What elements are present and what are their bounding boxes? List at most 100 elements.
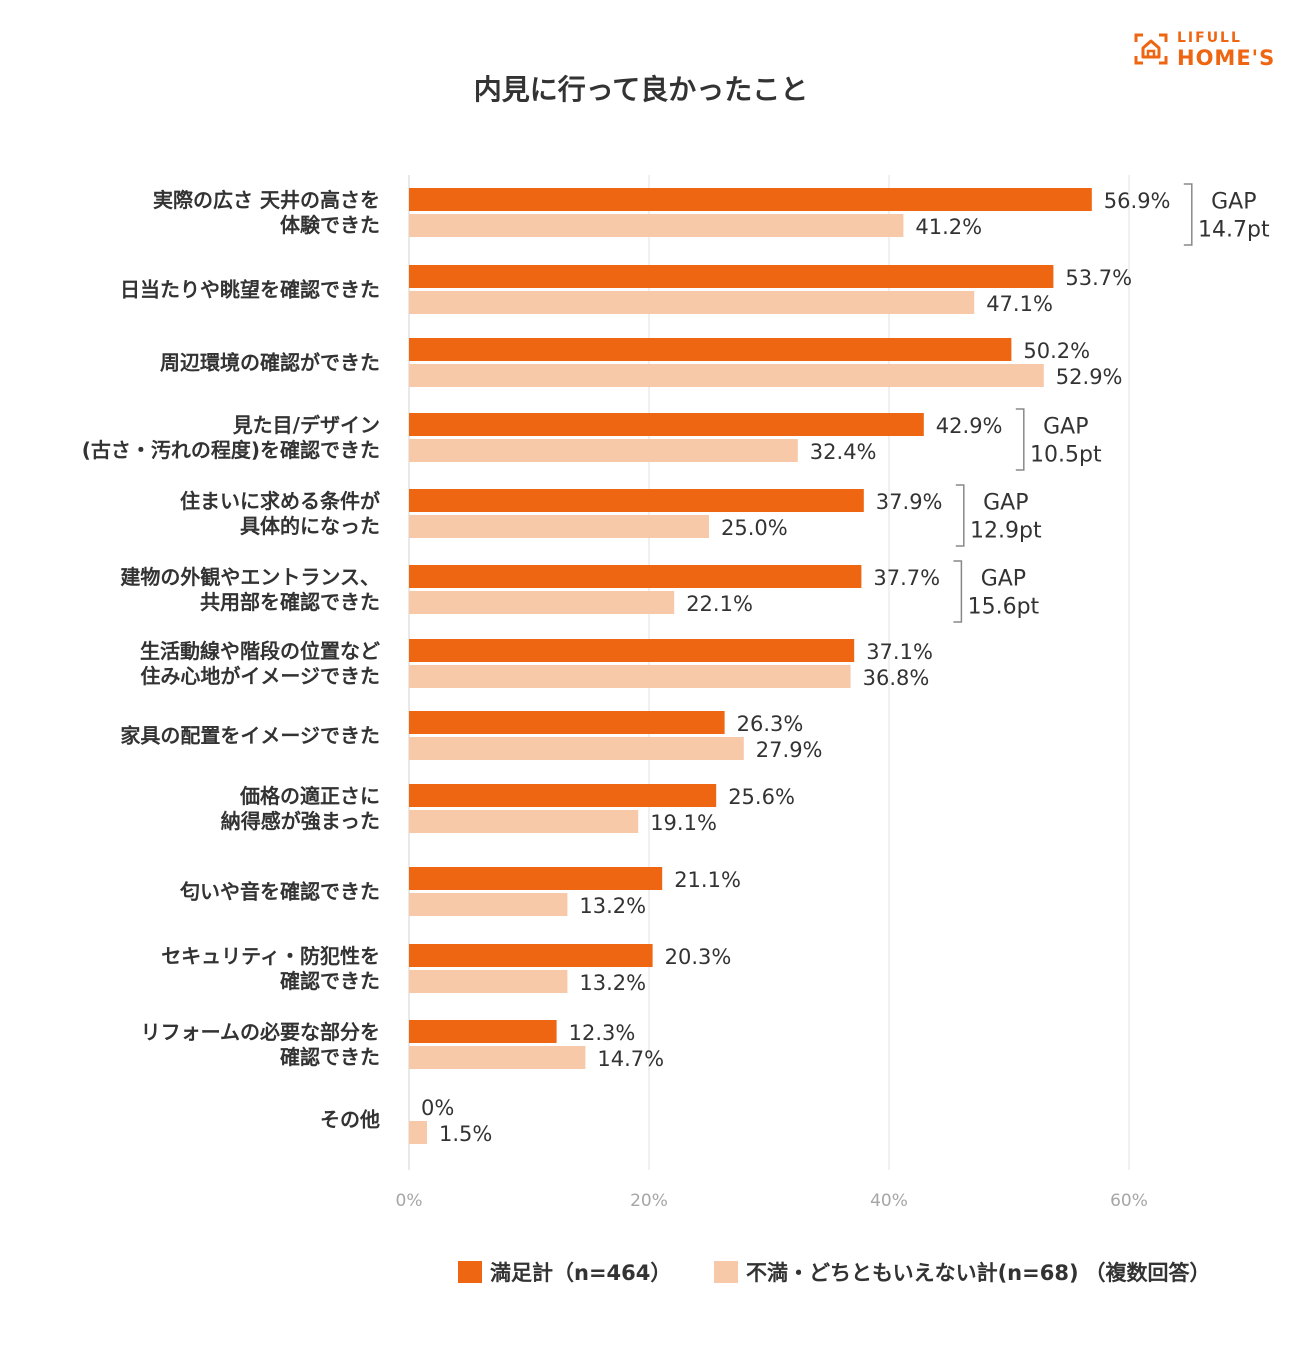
gap-label: GAP — [1211, 190, 1256, 215]
data-label-series2: 14.7% — [597, 1047, 664, 1071]
gap-value: 14.7pt — [1198, 218, 1270, 243]
data-label-series2: 13.2% — [579, 894, 646, 918]
legend-item-series1: 満足計（n=464） — [458, 1259, 671, 1285]
data-label-series2: 27.9% — [756, 738, 823, 762]
category-label: 実際の広さ 天井の高さを — [153, 188, 380, 212]
gap-value: 12.9pt — [970, 519, 1042, 544]
bar-series2 — [409, 665, 851, 688]
gap-value: 10.5pt — [1030, 443, 1102, 468]
data-label-series1: 42.9% — [936, 414, 1003, 438]
house-logo-icon — [1134, 33, 1168, 65]
data-label-series2: 22.1% — [686, 592, 753, 616]
bar-series1 — [409, 565, 862, 588]
data-label-series1: 50.2% — [1023, 339, 1090, 363]
data-label-series2: 25.0% — [721, 516, 788, 540]
x-tick-label: 20% — [630, 1191, 668, 1211]
data-label-series1: 0% — [421, 1096, 454, 1120]
category-label: 体験できた — [280, 213, 380, 237]
bar-series1 — [409, 944, 653, 967]
gap-label: GAP — [983, 491, 1028, 516]
bar-series1 — [409, 265, 1054, 288]
category-label: 共用部を確認できた — [200, 590, 380, 614]
bar-series1 — [409, 413, 924, 436]
category-label: その他 — [320, 1108, 380, 1132]
x-tick-label: 0% — [396, 1191, 423, 1211]
lifull-homes-logo: LIFULL HOME'S — [1133, 30, 1293, 70]
data-label-series1: 37.9% — [876, 490, 943, 514]
bar-series2 — [409, 291, 975, 314]
legend-item-series2: 不満・どちともいえない計(n=68) （複数回答） — [714, 1259, 1211, 1285]
gap-bracket — [953, 560, 963, 623]
gap-bracket — [1015, 408, 1025, 471]
gap-bracket — [1183, 183, 1193, 246]
category-label: 家具の配置をイメージできた — [120, 724, 380, 748]
gap-bracket — [955, 484, 965, 547]
bar-series1 — [409, 188, 1092, 211]
bar-series1 — [409, 867, 663, 890]
category-label: 周辺環境の確認ができた — [160, 351, 380, 375]
data-label-series2: 52.9% — [1056, 365, 1123, 389]
data-label-series1: 26.3% — [737, 712, 804, 736]
category-label: (古さ・汚れの程度)を確認できた — [82, 438, 380, 462]
bar-series1 — [409, 784, 717, 807]
x-tick-label: 40% — [870, 1191, 908, 1211]
bar-series2 — [409, 515, 709, 538]
data-label-series1: 56.9% — [1104, 189, 1171, 213]
category-label: 住まいに求める条件が — [180, 489, 380, 513]
data-label-series1: 53.7% — [1065, 266, 1132, 290]
data-label-series2: 47.1% — [986, 292, 1053, 316]
bar-series2 — [409, 1121, 427, 1144]
bar-series2 — [409, 591, 675, 614]
category-label: 具体的になった — [240, 514, 380, 538]
bar-series2 — [409, 439, 798, 462]
category-label: 価格の適正さに — [239, 784, 380, 808]
category-label: 建物の外観やエントランス、 — [120, 565, 380, 589]
gap-label: GAP — [1043, 415, 1088, 440]
category-label: 納得感が強まった — [221, 809, 380, 833]
legend-swatch-series2 — [714, 1261, 738, 1283]
category-label: 日当たりや眺望を確認できた — [120, 278, 380, 302]
logo-text-homes: HOME'S — [1177, 46, 1276, 70]
category-label: 確認できた — [280, 1045, 380, 1069]
data-label-series2: 36.8% — [863, 666, 930, 690]
category-label: 匂いや音を確認できた — [179, 880, 380, 904]
data-label-series2: 41.2% — [915, 215, 982, 239]
bar-series2 — [409, 214, 904, 237]
category-label: 住み心地がイメージできた — [140, 664, 380, 688]
bar-series1 — [409, 338, 1012, 361]
x-tick-label: 60% — [1110, 1191, 1148, 1211]
category-label: リフォームの必要な部分を — [141, 1020, 380, 1044]
bar-series2 — [409, 810, 639, 833]
gap-value: 15.6pt — [968, 595, 1040, 620]
bar-series2 — [409, 1046, 586, 1069]
category-label: セキュリティ・防犯性を — [161, 944, 380, 968]
legend-note: （複数回答） — [1084, 1261, 1211, 1285]
data-label-series1: 20.3% — [665, 945, 732, 969]
bar-series2 — [409, 970, 568, 993]
bar-series1 — [409, 1020, 557, 1043]
category-label: 見た目/デザイン — [233, 413, 380, 437]
data-label-series1: 21.1% — [674, 868, 741, 892]
data-label-series2: 32.4% — [810, 440, 877, 464]
logo-text-lifull: LIFULL — [1177, 30, 1242, 46]
chart-title: 内見に行って良かったこと — [473, 73, 809, 106]
bar-series2 — [409, 893, 568, 916]
legend-label-series1: 満足計（n=464） — [490, 1261, 672, 1285]
data-label-series2: 1.5% — [439, 1122, 492, 1146]
data-label-series2: 19.1% — [650, 811, 717, 835]
bar-series2 — [409, 364, 1044, 387]
category-label: 確認できた — [280, 969, 380, 993]
data-label-series1: 12.3% — [569, 1021, 636, 1045]
bar-series1 — [409, 639, 855, 662]
legend-swatch-series1 — [458, 1261, 482, 1283]
data-label-series1: 25.6% — [728, 785, 795, 809]
data-label-series1: 37.1% — [866, 640, 933, 664]
data-label-series1: 37.7% — [873, 566, 940, 590]
bar-series2 — [409, 737, 744, 760]
bar-series1 — [409, 489, 864, 512]
data-label-series2: 13.2% — [579, 971, 646, 995]
bar-series1 — [409, 711, 725, 734]
category-label: 生活動線や階段の位置など — [140, 639, 380, 663]
legend-label-series2: 不満・どちともいえない計(n=68) — [746, 1261, 1079, 1285]
